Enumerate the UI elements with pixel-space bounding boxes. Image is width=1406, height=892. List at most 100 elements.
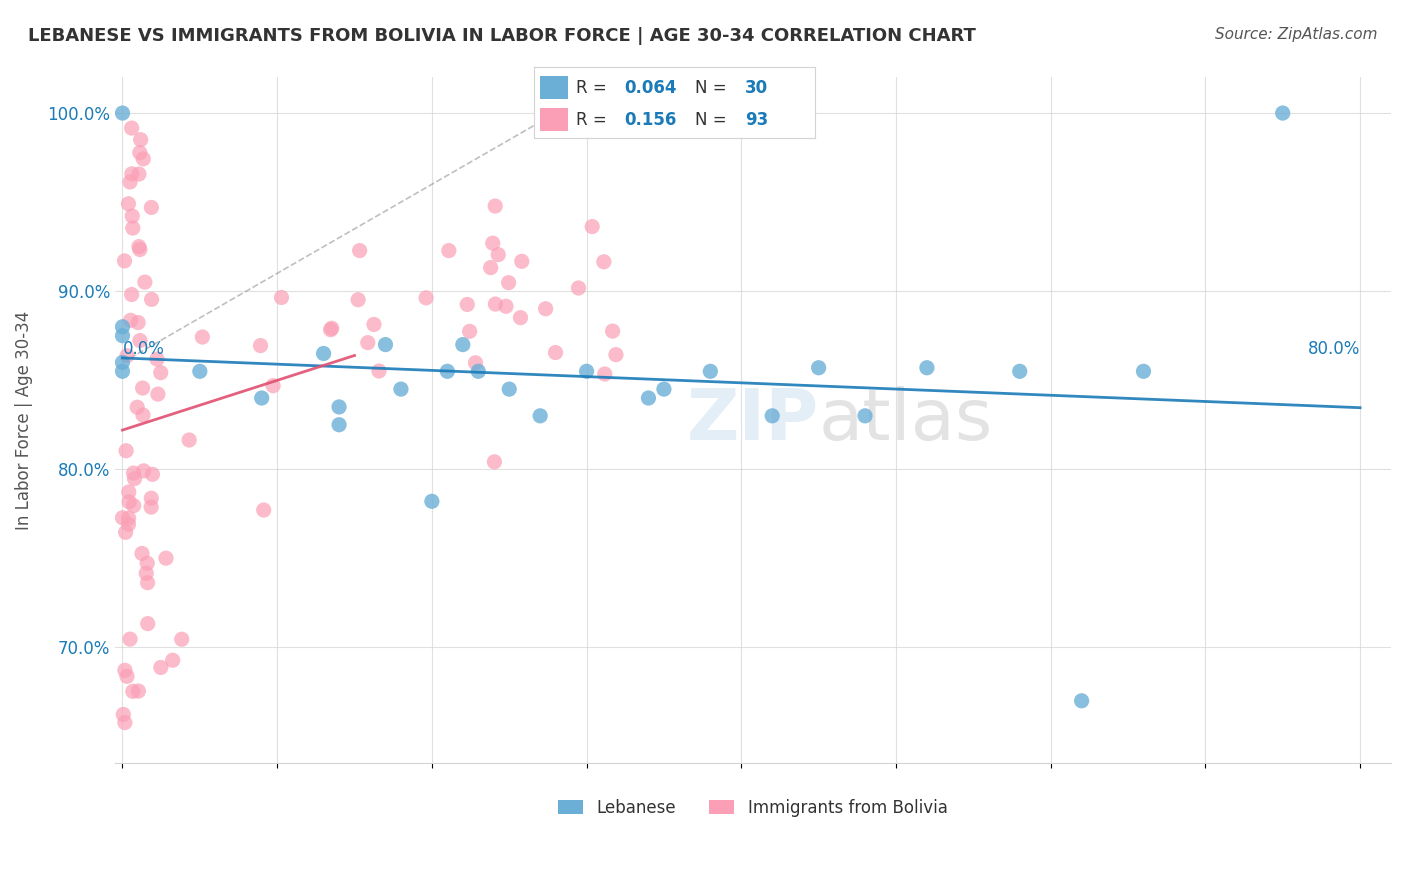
Immigrants from Bolivia <box>456 297 478 311</box>
Immigrants from Bolivia <box>262 378 284 392</box>
Immigrants from Bolivia <box>120 313 142 327</box>
Immigrants from Bolivia <box>117 517 139 532</box>
Lebanese <box>451 337 474 351</box>
Immigrants from Bolivia <box>114 715 136 730</box>
Immigrants from Bolivia <box>134 275 156 289</box>
Immigrants from Bolivia <box>132 464 155 478</box>
Text: atlas: atlas <box>818 385 993 455</box>
Immigrants from Bolivia <box>581 219 603 234</box>
Immigrants from Bolivia <box>127 684 149 698</box>
Immigrants from Bolivia <box>509 310 531 325</box>
FancyBboxPatch shape <box>540 108 568 131</box>
Immigrants from Bolivia <box>122 684 145 698</box>
Immigrants from Bolivia <box>146 352 169 367</box>
Lebanese <box>111 355 134 369</box>
Immigrants from Bolivia <box>249 338 271 352</box>
Immigrants from Bolivia <box>349 244 371 258</box>
Immigrants from Bolivia <box>498 276 520 290</box>
Lebanese <box>111 106 134 120</box>
Immigrants from Bolivia <box>484 199 506 213</box>
Immigrants from Bolivia <box>253 503 276 517</box>
Immigrants from Bolivia <box>135 566 157 581</box>
Immigrants from Bolivia <box>122 499 145 513</box>
Immigrants from Bolivia <box>129 133 152 147</box>
Lebanese <box>111 328 134 343</box>
Immigrants from Bolivia <box>128 239 150 253</box>
Immigrants from Bolivia <box>121 221 143 235</box>
Immigrants from Bolivia <box>534 301 557 316</box>
Text: 80.0%: 80.0% <box>1308 340 1360 358</box>
Immigrants from Bolivia <box>121 121 143 136</box>
Immigrants from Bolivia <box>149 366 172 380</box>
Immigrants from Bolivia <box>155 551 177 566</box>
FancyBboxPatch shape <box>540 76 568 99</box>
Immigrants from Bolivia <box>131 381 153 395</box>
Immigrants from Bolivia <box>141 201 163 215</box>
Lebanese <box>1271 106 1294 120</box>
Immigrants from Bolivia <box>121 287 143 301</box>
Text: 93: 93 <box>745 111 769 128</box>
Lebanese <box>328 417 350 432</box>
Immigrants from Bolivia <box>319 323 342 337</box>
Lebanese <box>111 319 134 334</box>
Immigrants from Bolivia <box>170 632 193 647</box>
Immigrants from Bolivia <box>111 510 134 524</box>
Immigrants from Bolivia <box>415 291 437 305</box>
Lebanese <box>111 364 134 378</box>
Lebanese <box>374 337 396 351</box>
Immigrants from Bolivia <box>495 299 517 313</box>
Text: 0.0%: 0.0% <box>122 340 165 358</box>
Text: 0.064: 0.064 <box>624 79 676 97</box>
Lebanese <box>1132 364 1154 378</box>
Text: 0.156: 0.156 <box>624 111 676 128</box>
Immigrants from Bolivia <box>141 467 163 482</box>
Immigrants from Bolivia <box>592 254 614 268</box>
Immigrants from Bolivia <box>602 324 624 338</box>
Immigrants from Bolivia <box>118 495 141 509</box>
Immigrants from Bolivia <box>132 152 155 166</box>
Immigrants from Bolivia <box>118 175 141 189</box>
Immigrants from Bolivia <box>117 511 139 525</box>
Immigrants from Bolivia <box>128 167 150 181</box>
Immigrants from Bolivia <box>115 349 138 363</box>
Immigrants from Bolivia <box>112 707 135 722</box>
Lebanese <box>652 382 675 396</box>
Immigrants from Bolivia <box>127 316 149 330</box>
Lebanese <box>389 382 412 396</box>
Immigrants from Bolivia <box>464 356 486 370</box>
Lebanese <box>250 391 273 405</box>
Immigrants from Bolivia <box>567 281 589 295</box>
Immigrants from Bolivia <box>121 209 143 223</box>
Immigrants from Bolivia <box>162 653 184 667</box>
Immigrants from Bolivia <box>136 575 159 590</box>
Lebanese <box>1008 364 1031 378</box>
Lebanese <box>436 364 458 378</box>
Lebanese <box>498 382 520 396</box>
Immigrants from Bolivia <box>115 669 138 683</box>
Lebanese <box>637 391 659 405</box>
Immigrants from Bolivia <box>605 348 627 362</box>
Immigrants from Bolivia <box>128 243 150 257</box>
Lebanese <box>575 364 598 378</box>
Text: Source: ZipAtlas.com: Source: ZipAtlas.com <box>1215 27 1378 42</box>
Text: N =: N = <box>695 111 725 128</box>
Lebanese <box>807 360 830 375</box>
Immigrants from Bolivia <box>117 196 139 211</box>
Immigrants from Bolivia <box>141 500 163 514</box>
Text: N =: N = <box>695 79 725 97</box>
Immigrants from Bolivia <box>347 293 370 307</box>
Immigrants from Bolivia <box>593 367 616 381</box>
Immigrants from Bolivia <box>191 330 214 344</box>
Lebanese <box>312 346 335 360</box>
Lebanese <box>1070 694 1092 708</box>
Text: ZIP: ZIP <box>686 385 820 455</box>
Immigrants from Bolivia <box>363 318 385 332</box>
Lebanese <box>420 494 443 508</box>
Immigrants from Bolivia <box>114 663 136 677</box>
Immigrants from Bolivia <box>484 455 506 469</box>
Lebanese <box>915 360 938 375</box>
Immigrants from Bolivia <box>270 290 292 304</box>
Immigrants from Bolivia <box>131 546 153 560</box>
Immigrants from Bolivia <box>437 244 460 258</box>
Immigrants from Bolivia <box>136 616 159 631</box>
